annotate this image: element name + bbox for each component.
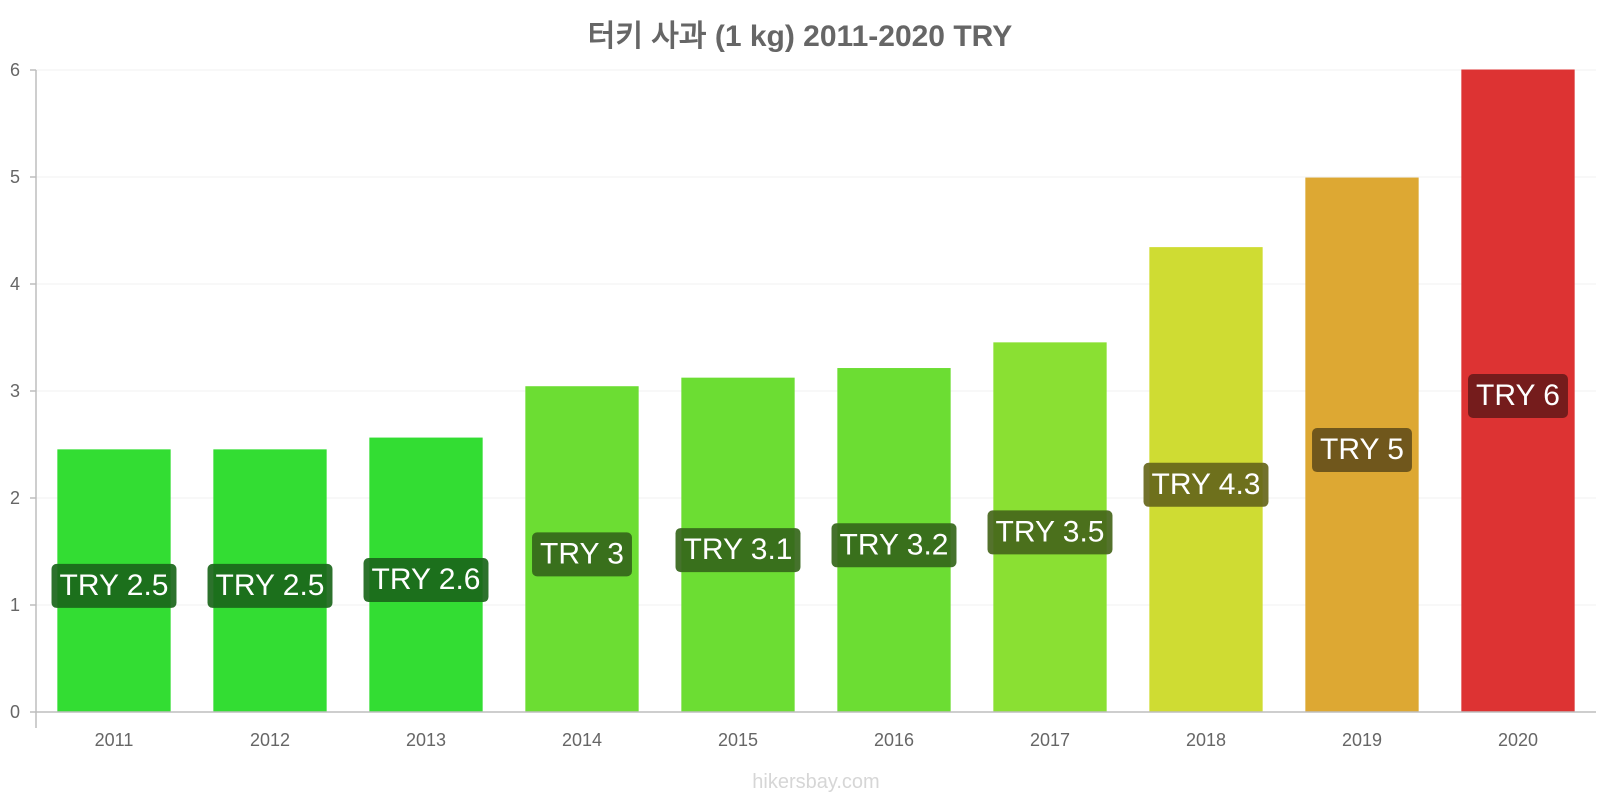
axes: [35, 70, 1596, 728]
data-label-background: [532, 532, 632, 577]
x-tick-label: 2014: [562, 730, 602, 750]
data-label-2013: TRY 2.6: [363, 558, 489, 603]
data-label-2017: TRY 3.5: [987, 510, 1113, 555]
data-label-text: TRY 3.1: [684, 533, 793, 566]
y-tick-label: 0: [10, 702, 20, 722]
data-label-2014: TRY 3: [532, 532, 632, 577]
data-label-background: [831, 523, 957, 568]
y-tick-label: 5: [10, 167, 20, 187]
data-label-text: TRY 3.5: [996, 515, 1105, 548]
x-tick-label: 2012: [250, 730, 290, 750]
data-label-text: TRY 2.5: [60, 569, 169, 602]
data-label-2015: TRY 3.1: [675, 528, 801, 573]
data-label-text: TRY 4.3: [1152, 468, 1261, 501]
data-label-2020: TRY 6: [1468, 374, 1568, 418]
data-label-text: TRY 3: [540, 537, 624, 570]
data-label-2019: TRY 5: [1312, 428, 1412, 473]
data-label-text: TRY 6: [1476, 379, 1560, 412]
data-label-text: TRY 3.2: [840, 528, 949, 561]
data-label-2016: TRY 3.2: [831, 523, 957, 568]
y-tick-label: 3: [10, 381, 20, 401]
data-label-background: [1312, 428, 1412, 473]
data-label-background: [675, 528, 801, 573]
watermark: hikersbay.com: [752, 771, 879, 793]
x-tick-label: 2011: [95, 730, 134, 750]
x-tick-label: 2013: [406, 730, 446, 750]
data-label-text: TRY 2.6: [372, 563, 481, 596]
data-label-2018: TRY 4.3: [1143, 462, 1269, 507]
y-tick-label: 1: [10, 595, 20, 615]
y-tick-label: 6: [10, 60, 20, 80]
data-label-background: [1468, 374, 1568, 418]
y-tick-label: 4: [10, 274, 20, 294]
data-label-background: [363, 558, 489, 603]
chart-title: 터키 사과 (1 kg) 2011-2020 TRY: [588, 20, 1012, 53]
x-tick-label: 2019: [1342, 730, 1382, 750]
data-label-background: [987, 510, 1113, 555]
data-label-background: [1143, 462, 1269, 507]
data-label-text: TRY 5: [1320, 433, 1404, 466]
x-tick-label: 2017: [1030, 730, 1070, 750]
data-label-2011: TRY 2.5: [51, 563, 177, 608]
x-tick-label: 2016: [874, 730, 914, 750]
data-label-text: TRY 2.5: [216, 569, 325, 602]
data-label-background: [207, 563, 333, 608]
x-tick-label: 2015: [718, 730, 758, 750]
y-tick-label: 2: [10, 488, 20, 508]
data-label-2012: TRY 2.5: [207, 563, 333, 608]
x-tick-labels: 2011 2012 2013 2014 2015 2016 2017 2018 2019 2020: [95, 730, 1538, 750]
x-tick-label: 2018: [1186, 730, 1226, 750]
x-tick-label: 2020: [1498, 730, 1538, 750]
data-label-background: [51, 563, 177, 608]
data-labels: TRY 2.5 TRY 2.5 TRY 2.6 TRY 3 TRY 3.1 TRY 3.2…: [51, 374, 1568, 608]
y-tick-labels: 0 1 2 3 4 5 6: [10, 60, 20, 722]
